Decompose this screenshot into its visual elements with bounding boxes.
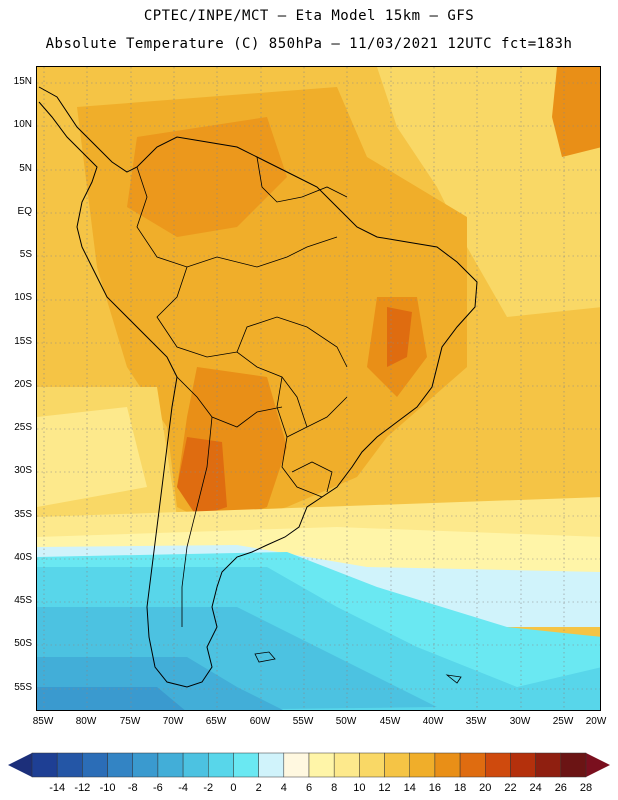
lat-tick: 15S	[14, 336, 32, 347]
colorbar-label: 6	[305, 782, 313, 794]
colorbar-label: 20	[479, 782, 492, 794]
colorbar-label: 8	[331, 782, 338, 794]
colorbar-low-arrow	[8, 753, 32, 777]
lat-tick: 5N	[19, 163, 32, 174]
colorbar-swatch	[333, 752, 360, 778]
colorbar-swatch	[535, 752, 562, 778]
field-10-12-pacific	[37, 407, 147, 507]
field-20-22-argentina	[177, 437, 227, 517]
lat-tick: 40S	[14, 552, 32, 563]
lat-tick: 55S	[14, 682, 32, 693]
colorbar-label: 12	[378, 782, 391, 794]
lat-tick: 10S	[14, 292, 32, 303]
colorbar-swatch	[283, 752, 310, 778]
lat-tick: 5S	[19, 249, 32, 260]
lon-tick: 60W	[249, 716, 271, 727]
lat-tick: 30S	[14, 465, 32, 476]
colorbar-label: 24	[529, 782, 542, 794]
colorbar-swatch	[459, 752, 486, 778]
colorbar-label: -4	[178, 782, 188, 794]
colorbar-swatch	[560, 752, 587, 778]
lat-tick: 10N	[13, 119, 32, 130]
lon-tick: 35W	[465, 716, 487, 727]
lon-tick: 75W	[119, 716, 141, 727]
colorbar-swatch	[510, 752, 536, 778]
lon-tick: 50W	[335, 716, 357, 727]
colorbar-label: 4	[280, 782, 287, 794]
field-20-22-brazil	[387, 307, 412, 367]
colorbar-swatch	[434, 752, 461, 778]
colorbar-high-arrow	[586, 753, 610, 777]
lat-tick: 50S	[14, 638, 32, 649]
lon-tick: 65W	[205, 716, 227, 727]
colorbar-label: -10	[99, 782, 116, 794]
lat-tick: 45S	[14, 595, 32, 606]
colorbar-label: -8	[127, 782, 138, 794]
colorbar-swatch	[308, 752, 335, 778]
colorbar-swatch	[384, 752, 410, 778]
colorbar-swatch	[258, 752, 285, 778]
colorbar-swatch	[107, 752, 133, 778]
lat-tick: 20S	[14, 379, 32, 390]
colorbar-swatch	[359, 752, 385, 778]
colorbar-label: 28	[579, 782, 593, 794]
colorbar-swatch	[82, 752, 108, 778]
lon-tick: 30W	[509, 716, 531, 727]
colorbar-swatch	[132, 752, 159, 778]
colorbar-label: 18	[453, 782, 467, 794]
falkland-islands	[254, 651, 276, 663]
field-18-20-ne	[552, 67, 600, 157]
colorbar-label: 26	[554, 782, 567, 794]
country-borders	[136, 156, 348, 627]
south-america-coastline	[38, 86, 478, 688]
colorbar-label: -12	[74, 782, 91, 794]
map-title-line1: CPTEC/INPE/MCT – Eta Model 15km – GFS	[143, 8, 475, 24]
colorbar	[8, 752, 610, 778]
colorbar-swatch	[157, 752, 184, 778]
lon-tick: 80W	[75, 716, 97, 727]
lon-tick: 25W	[552, 716, 574, 727]
lon-tick: 20W	[585, 716, 607, 727]
colorbar-swatch	[233, 752, 259, 778]
field-18-20-north	[127, 117, 287, 237]
colorbar-label: 14	[403, 782, 416, 794]
temperature-map[interactable]	[36, 66, 601, 711]
colorbar-label: -6	[153, 782, 163, 794]
lat-tick: 25S	[14, 422, 32, 433]
map-canvas	[37, 67, 600, 710]
colorbar-swatch	[409, 752, 436, 778]
colorbar-label: 10	[353, 782, 366, 794]
colorbar-swatch	[485, 752, 511, 778]
colorbar-label: -14	[49, 782, 66, 794]
colorbar-label: 16	[428, 782, 442, 794]
lat-tick: EQ	[17, 206, 32, 217]
field-12-14-north	[377, 67, 600, 317]
map-title-line2: Absolute Temperature (C) 850hPa – 11/03/…	[45, 36, 573, 52]
colorbar-swatch	[56, 752, 83, 778]
lon-tick: 45W	[379, 716, 401, 727]
lat-tick: 15N	[13, 76, 32, 87]
colorbar-label: -2	[203, 782, 214, 794]
colorbar-label: 22	[504, 782, 517, 794]
lat-tick: 35S	[14, 509, 32, 520]
colorbar-swatch	[182, 752, 209, 778]
lon-tick: 40W	[422, 716, 444, 727]
lon-tick: 85W	[32, 716, 54, 727]
colorbar-swatch	[208, 752, 234, 778]
field-minus6-4	[37, 687, 185, 710]
colorbar-swatch	[31, 752, 58, 778]
colorbar-label: 2	[255, 782, 262, 794]
colorbar-label: 0	[230, 782, 237, 794]
south-georgia-island	[445, 674, 462, 684]
lon-tick: 55W	[292, 716, 314, 727]
lon-tick: 70W	[162, 716, 184, 727]
